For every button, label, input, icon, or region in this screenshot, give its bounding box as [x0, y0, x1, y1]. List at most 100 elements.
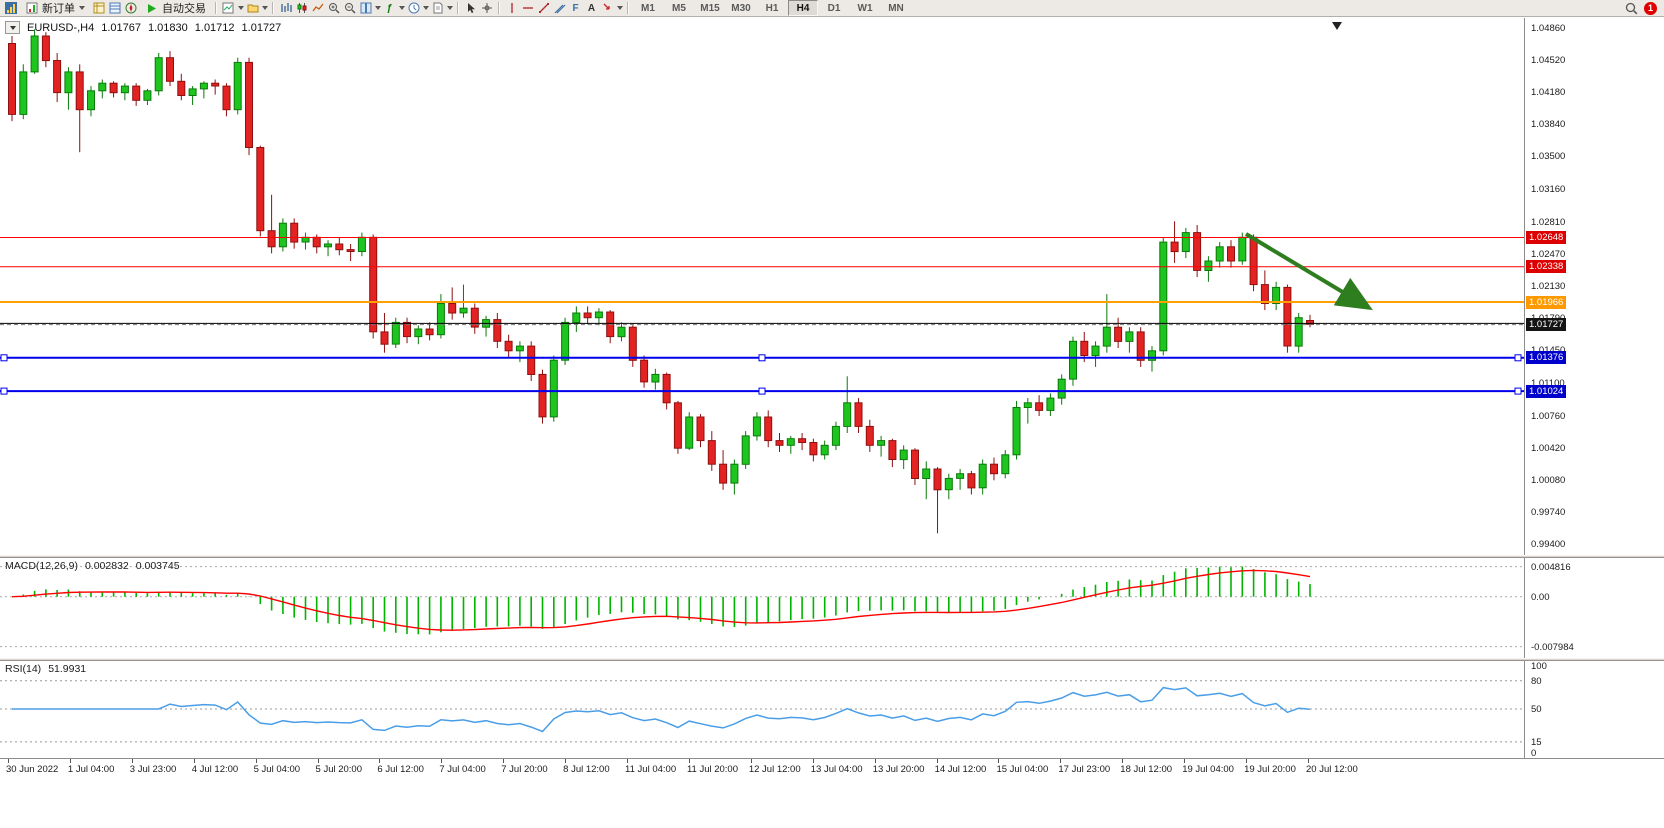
trendline-tool-icon[interactable]: [536, 1, 551, 15]
price-axis-label: 1.01450: [1531, 345, 1565, 356]
rsi-axis[interactable]: 100 80 50 15 0: [1524, 661, 1664, 759]
time-axis-label: 11 Jul 04:00: [625, 764, 677, 775]
rsi-axis-label: 80: [1531, 675, 1542, 687]
price-axis-label: 1.00080: [1531, 474, 1566, 486]
time-axis-tick: [1308, 759, 1309, 763]
periods-icon[interactable]: [406, 1, 421, 15]
price-axis[interactable]: 1.04860 1.04520 1.04180 1.03840 1.03500 1.031…: [1524, 18, 1664, 555]
symbol-period-label: EURUSD-,H4: [27, 21, 95, 34]
timeframe-d1-button[interactable]: D1: [827, 2, 841, 14]
time-axis-tick: [998, 759, 1000, 763]
time-axis-label: 7 Jul 20:00: [501, 764, 548, 775]
fibonacci-tool-icon[interactable]: F: [572, 2, 579, 14]
chevron-down-icon[interactable]: [238, 6, 244, 10]
notification-badge[interactable]: 1: [1644, 1, 1657, 15]
time-axis-label: 12 Jul 12:00: [748, 764, 801, 775]
tile-windows-icon[interactable]: [358, 1, 373, 15]
templates-icon[interactable]: [430, 1, 445, 15]
profiles-icon[interactable]: [245, 1, 260, 15]
ohlc-high: 1.01830: [148, 21, 188, 34]
vertical-line-tool-icon[interactable]: [504, 1, 519, 15]
toolbar-separator: [627, 2, 629, 14]
horizontal-line-tool-icon[interactable]: [520, 1, 535, 15]
timeframe-mn-button[interactable]: MN: [888, 2, 904, 14]
new-order-button[interactable]: 新订单: [19, 0, 90, 17]
cursor-icon[interactable]: [463, 1, 478, 15]
time-axis-tick: [193, 759, 195, 763]
price-axis-label: 0.99400: [1531, 539, 1566, 551]
line-chart-icon[interactable]: [310, 1, 325, 15]
timeframe-h1-button[interactable]: H1: [765, 2, 779, 14]
time-axis-tick: [379, 759, 381, 763]
new-chart-icon[interactable]: [221, 1, 236, 15]
time-axis-label: 4 Jul 12:00: [191, 764, 239, 775]
chevron-down-icon: [79, 6, 85, 10]
ohlc-open: 1.01767: [101, 21, 141, 34]
new-order-label: 新订单: [42, 3, 75, 15]
panel-splitter[interactable]: [0, 658, 1664, 661]
price-axis-label: 1.03840: [1531, 119, 1566, 131]
bar-chart-icon[interactable]: [278, 1, 293, 15]
text-tool-icon[interactable]: A: [587, 2, 596, 14]
rsi-axis-label: 100: [1531, 661, 1547, 672]
candlestick-icon[interactable]: [294, 1, 309, 15]
macd-name: MACD(12,26,9): [5, 560, 78, 572]
zoom-in-icon[interactable]: [326, 1, 341, 15]
chevron-down-icon[interactable]: [447, 6, 453, 10]
time-axis-label: 5 Jul 04:00: [253, 764, 301, 775]
arrows-tool-icon[interactable]: [600, 1, 615, 15]
macd-axis-label: -0.007984: [1531, 641, 1574, 653]
panel-splitter[interactable]: [0, 555, 1664, 558]
time-axis-tick: [750, 759, 752, 763]
toolbar-separator: [215, 2, 217, 14]
price-axis-label: 1.03500: [1531, 151, 1566, 163]
time-axis-label: 6 Jul 12:00: [377, 764, 424, 775]
main-chart-panel: EURUSD-,H4 1.01767 1.01830 1.01712 1.017…: [0, 18, 1664, 555]
data-window-icon[interactable]: [107, 1, 122, 15]
time-axis[interactable]: 30 Jun 2022 1 Jul 04:00 3 Jul 23:00 4 Jul 1…: [0, 758, 1664, 785]
price-axis-label: 1.04180: [1531, 87, 1566, 99]
price-tag: 1.01966: [1526, 295, 1567, 309]
timeframe-m15-button[interactable]: M15: [700, 2, 720, 14]
time-axis-tick: [503, 759, 505, 763]
price-axis-label: 1.02130: [1531, 281, 1566, 292]
autotrade-button[interactable]: 自动交易: [139, 0, 211, 17]
chevron-down-icon[interactable]: [617, 6, 623, 10]
new-order-icon: [24, 1, 39, 15]
indicators-icon[interactable]: ƒ: [386, 2, 393, 14]
chevron-down-icon[interactable]: [375, 6, 381, 10]
navigator-icon[interactable]: [123, 1, 138, 15]
time-axis-tick: [69, 759, 71, 763]
time-axis-label: 14 Jul 12:00: [934, 764, 987, 775]
price-axis-label: 0.99740: [1531, 506, 1566, 518]
rsi-panel: RSI(14) 51.9931 100 80 50 15 0: [0, 661, 1664, 759]
price-tag: 1.01024: [1526, 384, 1567, 398]
time-axis-tick: [255, 759, 257, 763]
timeframe-m5-button[interactable]: M5: [672, 2, 686, 14]
ohlc-close: 1.01727: [241, 21, 282, 34]
macd-axis-label: 0.004816: [1531, 561, 1571, 573]
crosshair-icon[interactable]: [479, 1, 494, 15]
price-axis-label: 1.01100: [1531, 378, 1565, 389]
zoom-out-icon[interactable]: [342, 1, 357, 15]
timeframe-m30-button[interactable]: M30: [731, 2, 751, 14]
macd-axis[interactable]: 0.004816 0.00 -0.007984: [1524, 558, 1664, 658]
toolbar-separator: [457, 2, 459, 14]
symbol-dropdown-icon[interactable]: [5, 21, 20, 34]
chevron-down-icon[interactable]: [262, 6, 268, 10]
timeframe-m1-button[interactable]: M1: [641, 2, 655, 14]
market-watch-icon[interactable]: [91, 1, 106, 15]
time-axis-tick: [812, 759, 814, 763]
chevron-down-icon[interactable]: [399, 6, 405, 10]
macd-panel: MACD(12,26,9) 0.002832 0.003745 0.004816…: [0, 558, 1664, 658]
chevron-down-icon[interactable]: [423, 6, 429, 10]
channel-tool-icon[interactable]: [552, 1, 567, 15]
search-icon[interactable]: [1624, 1, 1639, 15]
price-axis-label: 1.03160: [1531, 183, 1566, 195]
candlestick-chart[interactable]: [0, 18, 1524, 555]
rsi-chart[interactable]: [0, 661, 1524, 758]
timeframe-h4-button[interactable]: H4: [788, 0, 818, 16]
time-axis-label: 19 Jul 04:00: [1182, 764, 1234, 775]
timeframe-w1-button[interactable]: W1: [857, 2, 873, 14]
macd-chart[interactable]: [0, 558, 1524, 658]
